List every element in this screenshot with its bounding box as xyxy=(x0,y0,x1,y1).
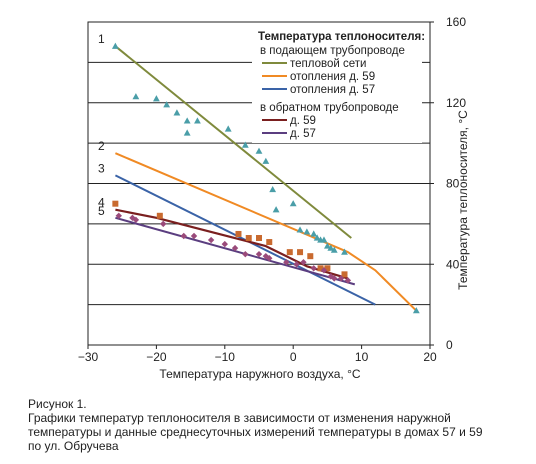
legend-label: отопления д. 57 xyxy=(290,84,375,96)
triangle-marker xyxy=(262,157,270,164)
series-line-1 xyxy=(114,45,352,239)
diamond-marker xyxy=(266,254,273,262)
square-marker xyxy=(256,235,262,242)
caption-line-2: Графики температур теплоносителя в завис… xyxy=(28,411,451,425)
x-tick-label: 0 xyxy=(290,350,297,364)
diamond-marker xyxy=(180,232,187,240)
y-tick-label: 40 xyxy=(446,257,460,271)
diamond-marker xyxy=(242,250,249,258)
legend-heading: Температура теплоносителя: xyxy=(258,31,425,43)
y-axis-ticks: 0 40 80 120 160 xyxy=(430,15,466,352)
legend-background xyxy=(252,27,422,143)
diamond-marker xyxy=(344,277,352,284)
legend-label: д. 57 xyxy=(290,128,316,140)
x-tick-label: −10 xyxy=(215,350,236,364)
triangle-marker xyxy=(327,244,335,251)
square-marker xyxy=(286,249,293,256)
triangle-marker xyxy=(310,230,318,237)
curve-number-labels: 1 2 3 45 xyxy=(98,32,105,218)
triangle-marker xyxy=(269,185,277,193)
legend-group-return: в обратном трубопроводе xyxy=(260,102,399,114)
legend-label: тепловой сети xyxy=(290,58,366,70)
curve-label-5: 5 xyxy=(98,204,105,218)
triangle-marker xyxy=(255,147,263,154)
diamond-marker xyxy=(115,212,122,219)
y-tick-label: 80 xyxy=(446,177,460,191)
temperature-chart: −30 −20 −10 0 10 20 0 40 80 120 160 1 2 3 45 Темпера… xyxy=(78,15,470,381)
triangle-marker xyxy=(320,236,328,243)
triangle-marker xyxy=(313,234,321,241)
diamond-marker xyxy=(337,275,345,282)
legend-label: отопления д. 59 xyxy=(290,71,375,83)
square-marker xyxy=(341,271,348,278)
triangle-marker xyxy=(224,125,232,132)
diamond-marker xyxy=(283,259,290,266)
triangle-marker xyxy=(412,307,420,314)
curve-label-2: 2 xyxy=(98,139,105,153)
triangle-marker xyxy=(303,228,311,235)
x-tick-label: −30 xyxy=(78,350,99,364)
diamond-marker xyxy=(300,259,307,266)
square-marker xyxy=(235,230,242,237)
square-marker xyxy=(297,249,304,256)
measurement-markers xyxy=(111,42,420,314)
square-marker xyxy=(112,200,119,207)
triangle-marker xyxy=(132,93,140,100)
curve-label-4: 4 xyxy=(98,196,105,210)
x-axis-label: Температура наружного воздуха, °С xyxy=(159,367,360,381)
triangle-marker xyxy=(241,141,249,148)
triangle-marker xyxy=(272,206,280,213)
figure-caption: Рисунок 1. Графики температур теплоносит… xyxy=(28,397,528,453)
diamond-marker xyxy=(132,216,140,224)
x-tick-label: 20 xyxy=(423,350,437,364)
triangle-marker xyxy=(296,226,304,233)
x-axis-ticks: −30 −20 −10 0 10 20 xyxy=(78,345,437,364)
square-marker xyxy=(266,239,273,246)
triangle-marker xyxy=(324,242,331,249)
caption-line-3: температуры и данные среднесуточных изме… xyxy=(28,425,483,439)
triangle-marker xyxy=(183,117,191,124)
diamond-marker xyxy=(255,250,263,258)
series-line-2 xyxy=(115,152,418,312)
triangle-marker xyxy=(163,101,171,108)
triangle-marker xyxy=(289,200,297,207)
triangle-marker xyxy=(173,109,181,116)
diamond-marker xyxy=(231,244,239,252)
x-tick-label: −20 xyxy=(146,350,167,364)
diamond-marker xyxy=(293,261,300,268)
square-marker xyxy=(156,212,163,219)
triangle-marker xyxy=(330,246,338,253)
triangle-marker xyxy=(341,248,348,255)
square-marker xyxy=(245,235,252,242)
x-tick-label: 10 xyxy=(355,350,369,364)
curve-label-3: 3 xyxy=(98,161,105,175)
square-marker xyxy=(317,265,324,272)
legend: Температура теплоносителя: в подающем тр… xyxy=(252,27,425,143)
triangle-marker xyxy=(153,95,160,102)
legend-group-supply: в подающем трубопроводе xyxy=(260,45,405,57)
caption-line-4: по ул. Обручева xyxy=(28,439,119,453)
triangle-marker xyxy=(183,129,191,136)
diamond-marker xyxy=(310,265,317,272)
diamond-marker xyxy=(190,232,198,240)
diamond-marker xyxy=(320,267,328,274)
y-tick-label: 120 xyxy=(446,96,466,110)
diamond-marker xyxy=(160,220,167,228)
legend-return-items: д. 59д. 57 xyxy=(262,115,316,140)
diamond-marker xyxy=(207,236,215,244)
y-axis-label: Температура теплоносителя, °С xyxy=(456,110,470,290)
diamond-marker xyxy=(221,240,228,248)
triangle-marker xyxy=(111,42,119,49)
triangle-marker xyxy=(194,117,201,124)
diamond-marker xyxy=(331,275,338,282)
y-tick-label: 0 xyxy=(446,338,453,352)
square-marker xyxy=(324,265,331,272)
y-tick-label: 160 xyxy=(446,15,466,29)
curve-label-1: 1 xyxy=(98,32,105,46)
square-marker xyxy=(307,253,314,260)
caption-line-1: Рисунок 1. xyxy=(28,397,87,411)
legend-label: д. 59 xyxy=(290,115,316,127)
